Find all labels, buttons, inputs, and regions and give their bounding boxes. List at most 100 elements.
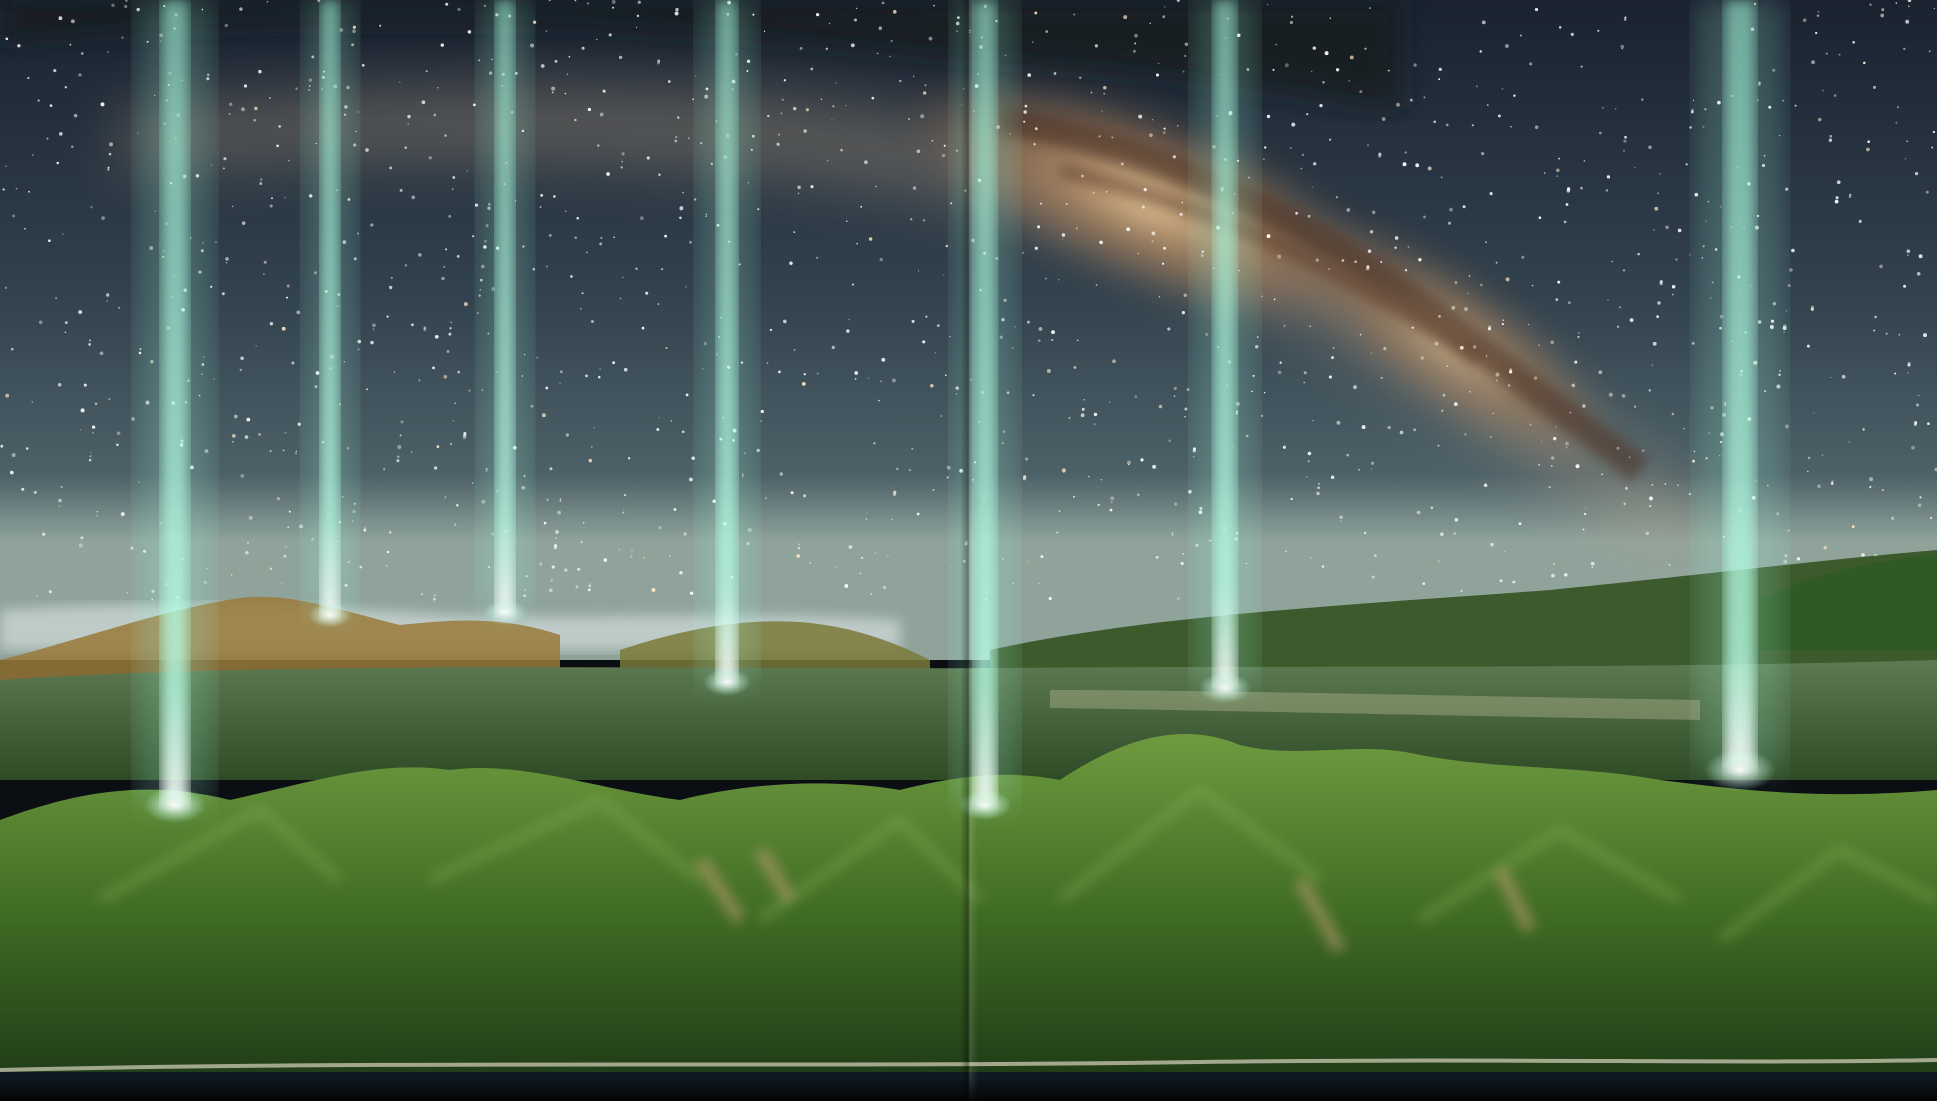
star xyxy=(1538,463,1541,466)
star xyxy=(1285,550,1287,553)
star xyxy=(1068,417,1071,419)
star xyxy=(545,265,548,268)
star xyxy=(551,86,556,91)
star xyxy=(780,112,783,115)
star xyxy=(288,510,291,513)
star xyxy=(90,206,93,209)
star xyxy=(1685,163,1688,166)
shoreline xyxy=(0,1058,1937,1072)
star xyxy=(1180,561,1184,566)
star xyxy=(1821,89,1824,92)
star xyxy=(1464,307,1468,311)
star xyxy=(1073,13,1076,16)
star xyxy=(1438,560,1440,563)
star xyxy=(1359,90,1363,94)
star xyxy=(1649,504,1652,508)
star xyxy=(910,218,913,221)
star xyxy=(95,514,99,517)
star xyxy=(1184,407,1188,411)
star xyxy=(1309,325,1312,328)
star xyxy=(1453,402,1458,406)
star xyxy=(1584,512,1587,516)
star xyxy=(554,60,558,63)
star xyxy=(1303,381,1306,384)
star xyxy=(1371,575,1375,579)
star xyxy=(1531,284,1534,287)
star xyxy=(263,260,267,264)
star xyxy=(108,398,111,400)
star xyxy=(1173,395,1176,397)
star xyxy=(1453,532,1457,535)
star xyxy=(917,270,920,272)
star xyxy=(1056,531,1059,534)
star xyxy=(58,16,63,21)
star xyxy=(239,7,243,11)
star xyxy=(1034,127,1038,131)
star xyxy=(1315,258,1319,262)
star xyxy=(1485,241,1487,244)
star xyxy=(891,518,893,521)
star xyxy=(37,99,40,102)
star xyxy=(540,64,545,68)
star xyxy=(1167,327,1171,331)
star xyxy=(559,500,562,502)
star xyxy=(564,568,568,572)
star xyxy=(1608,392,1613,397)
star xyxy=(1363,531,1367,535)
star xyxy=(826,159,829,162)
star xyxy=(1534,125,1539,129)
star xyxy=(1460,589,1463,593)
star xyxy=(58,505,61,508)
star xyxy=(137,132,139,134)
star xyxy=(1583,160,1586,162)
star xyxy=(1567,301,1571,305)
star xyxy=(356,232,360,235)
star xyxy=(1917,503,1922,507)
star xyxy=(899,79,902,83)
star xyxy=(539,562,543,566)
star xyxy=(1109,401,1111,403)
star xyxy=(1598,370,1603,375)
star xyxy=(893,10,897,14)
star xyxy=(80,536,84,540)
star xyxy=(551,91,554,94)
star xyxy=(386,315,389,318)
star xyxy=(1061,468,1066,473)
star xyxy=(1181,311,1185,315)
star xyxy=(421,593,424,596)
star xyxy=(596,144,600,147)
star xyxy=(131,416,135,421)
star xyxy=(80,52,84,55)
star xyxy=(1303,371,1307,375)
star xyxy=(924,84,927,87)
star xyxy=(687,137,690,140)
star xyxy=(856,7,858,10)
star xyxy=(1158,62,1160,64)
star xyxy=(25,447,29,450)
star xyxy=(864,160,868,165)
star xyxy=(49,104,53,107)
beam-7 xyxy=(1698,0,1782,791)
star xyxy=(1371,468,1373,470)
star xyxy=(1254,345,1259,349)
star xyxy=(365,148,369,152)
star xyxy=(692,98,695,101)
star xyxy=(1471,124,1474,127)
star xyxy=(1279,361,1282,364)
star xyxy=(1915,403,1920,407)
star xyxy=(1469,390,1471,393)
star xyxy=(1290,15,1294,18)
star xyxy=(1885,332,1888,335)
star xyxy=(805,108,810,112)
star xyxy=(658,173,661,176)
star xyxy=(357,348,360,351)
star xyxy=(15,187,18,190)
star xyxy=(1307,451,1312,456)
star xyxy=(240,474,245,478)
star xyxy=(1088,475,1090,478)
star xyxy=(1266,114,1271,119)
star xyxy=(1094,44,1099,48)
star xyxy=(284,431,287,434)
star xyxy=(646,156,650,160)
star xyxy=(665,346,668,349)
